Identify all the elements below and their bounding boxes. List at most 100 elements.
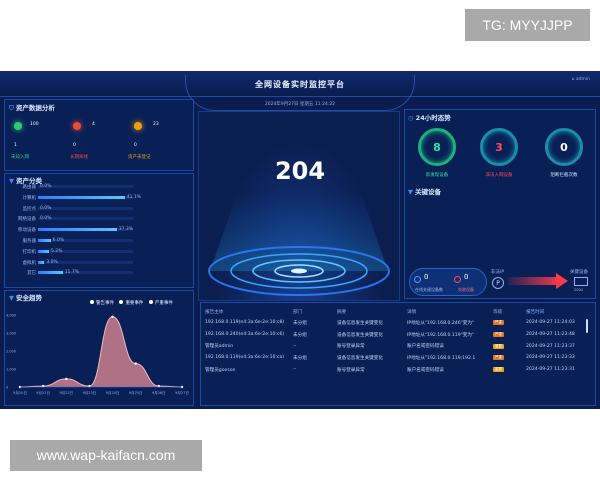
triangle-icon: ▼ — [408, 188, 413, 196]
cell-summary: 账号登录异常 — [337, 344, 365, 350]
y-tick-label: 2,000 — [6, 350, 16, 354]
ring-label: 非法入网设备 — [485, 173, 513, 178]
cell-subject: 192.168.0.119(e4:3a:6e:2e:10:c8) — [205, 320, 285, 326]
asset-stats-panel — [4, 99, 194, 171]
asset-class-pct: 41.1% — [126, 194, 142, 200]
online-count: 0 — [424, 273, 429, 281]
bar-track — [38, 260, 133, 264]
bar-track — [38, 249, 133, 253]
table-row[interactable]: 192.168.0.119(e4:3a:6e:2e:10:ca) 未分组 设备信息发… — [205, 352, 588, 364]
key-devices-status — [409, 268, 487, 296]
page-title: 全网设备实时监控平台 — [255, 80, 345, 89]
data-point[interactable] — [65, 377, 68, 381]
legend-dot-icon — [119, 300, 124, 304]
cell-dept: 未分组 — [293, 332, 307, 338]
dashboard: 全网设备实时监控平台 2024年9月27日 星期五 11:24:22 ⌂ adm… — [0, 71, 600, 409]
ring-gauge: 0 — [545, 128, 583, 166]
watermark-top: TG: MYYJJPP — [465, 9, 590, 41]
cell-detail: 账户名或密码错误 — [407, 367, 444, 373]
level-cell: 重要 — [493, 364, 526, 376]
y-tick-label: 3,000 — [6, 332, 16, 336]
stat-count: 100 — [30, 122, 39, 127]
table-row[interactable]: 管理员gooson -- 账号登录异常 账户名或密码错误 重要 2024-09-27 11… — [205, 364, 588, 376]
x-tick-label: 9月22日 — [59, 390, 73, 395]
bar-track — [38, 217, 133, 221]
cell-subject: 192.168.0.240(e4:3a:6e:2e:10:c6) — [205, 332, 285, 338]
cell-summary: 设备信息发生关键变化 — [337, 355, 383, 361]
data-point[interactable] — [134, 362, 137, 365]
level-badge: 重要 — [493, 343, 504, 349]
cell-detail: 账户名或密码错误 — [407, 344, 444, 350]
ring-label: 阻断拦截次数 — [550, 173, 578, 178]
asset-class-title: ▼ 资产分类 — [9, 177, 42, 185]
asset-class-label: 其它 — [27, 271, 36, 277]
y-tick-label: 1,000 — [6, 368, 16, 372]
illegal-ip-label: 非法IP — [491, 270, 505, 275]
stat-sub-value: 0 — [134, 143, 137, 148]
cell-subject: 管理员admin — [205, 344, 234, 350]
ring-value: 0 — [560, 141, 568, 154]
data-point[interactable] — [88, 384, 91, 388]
asset-class-label: 监控点 — [22, 206, 37, 212]
key-devices-title: ▼ 关键设备 — [408, 188, 441, 196]
asset-class-panel — [4, 173, 194, 288]
x-tick-label: 9月25日 — [129, 390, 143, 395]
table-scrollbar[interactable] — [586, 319, 588, 333]
asset-stats-title: ⛉ 资产数据分析 — [9, 104, 55, 112]
monitor-icon — [574, 277, 588, 286]
table-row[interactable]: 管理员admin -- 账号登录异常 账户名或密码错误 重要 2024-09-27 11:… — [205, 340, 588, 352]
events-table: 报告主体 部门 摘要 详情 等级 报告时间 192.168.0.119(e4:3… — [205, 307, 588, 375]
column-header: 报告主体 — [205, 310, 224, 315]
asset-class-pct: 3.0% — [46, 259, 58, 265]
table-header-row: 报告主体 部门 摘要 详情 等级 报告时间 — [205, 307, 588, 317]
bar-track — [38, 271, 133, 275]
header-datetime: 2024年9月27日 星期五 11:24:22 — [264, 102, 336, 107]
bar-fill — [38, 228, 117, 232]
ring-value: 8 — [433, 141, 441, 154]
data-point[interactable] — [41, 384, 45, 388]
cell-summary: 设备信息发生关键变化 — [337, 320, 383, 326]
data-point[interactable] — [111, 315, 114, 318]
asset-class-pct: 0.0% — [40, 216, 52, 222]
table-row[interactable]: 192.168.0.119(e4:3a:6e:2e:10:c8) 未分组 设备信息发… — [205, 317, 588, 329]
x-tick-label: 9月26日 — [152, 390, 166, 395]
asset-class-pct: 5.2% — [50, 248, 63, 254]
x-tick-label: 9月27日 — [175, 390, 189, 395]
ring-gauge: 3 — [480, 128, 518, 166]
x-tick-label: 9月23日 — [83, 390, 97, 395]
table-row[interactable]: 192.168.0.240(e4:3a:6e:2e:10:c6) 未分组 设备信息发… — [205, 329, 588, 341]
cell-detail: IP地址从"192.168.0.246"变为" — [407, 320, 475, 326]
red-indicator-icon — [73, 122, 81, 130]
security-trend-chart: 0 1,000 2,000 3,000 4,000 9月20日 9月21日 9月22日 9月23… — [6, 314, 189, 396]
asset-class-label: 虚拟机 — [22, 260, 37, 266]
cell-time: 2024-09-27 11:23:33 — [526, 355, 575, 361]
bar-fill — [38, 271, 63, 275]
level-badge: 严重 — [493, 355, 504, 361]
cell-time: 2024-09-27 11:24:03 — [526, 320, 575, 326]
cell-time: 2024-09-27 11:23:37 — [526, 343, 575, 349]
asset-class-pct: 11.7% — [64, 270, 79, 276]
online-label: 在线关键设备数 — [415, 287, 443, 292]
cell-summary: 账号登录异常 — [337, 367, 365, 373]
bar-track — [38, 185, 133, 188]
green-indicator-icon — [14, 122, 22, 130]
data-point[interactable] — [157, 384, 161, 388]
bar-track — [38, 206, 133, 210]
level-badge: 严重 — [493, 320, 504, 326]
ip-icon: P — [492, 277, 504, 289]
legend-dot-icon — [90, 300, 94, 304]
clock-icon: ◷ — [408, 114, 414, 122]
column-header: 等级 — [493, 310, 503, 315]
asset-class-label: 路由器 — [22, 185, 37, 190]
cell-subject: 192.168.0.119(e4:3a:6e:2e:10:ca) — [205, 355, 285, 361]
ring-gauge: 8 — [418, 128, 456, 166]
cell-dept: 未分组 — [293, 355, 307, 361]
legend-item: 严重事件 — [154, 301, 173, 306]
cell-subject: 管理员gooson — [205, 367, 236, 373]
asset-class-label: 服务器 — [22, 239, 37, 244]
home-link[interactable]: ⌂ admin — [572, 77, 590, 82]
stat-label: 长期离线 — [70, 155, 88, 160]
column-header: 详情 — [407, 310, 417, 315]
cell-summary: 设备信息发生关键变化 — [337, 332, 383, 338]
online-icon — [414, 276, 421, 283]
